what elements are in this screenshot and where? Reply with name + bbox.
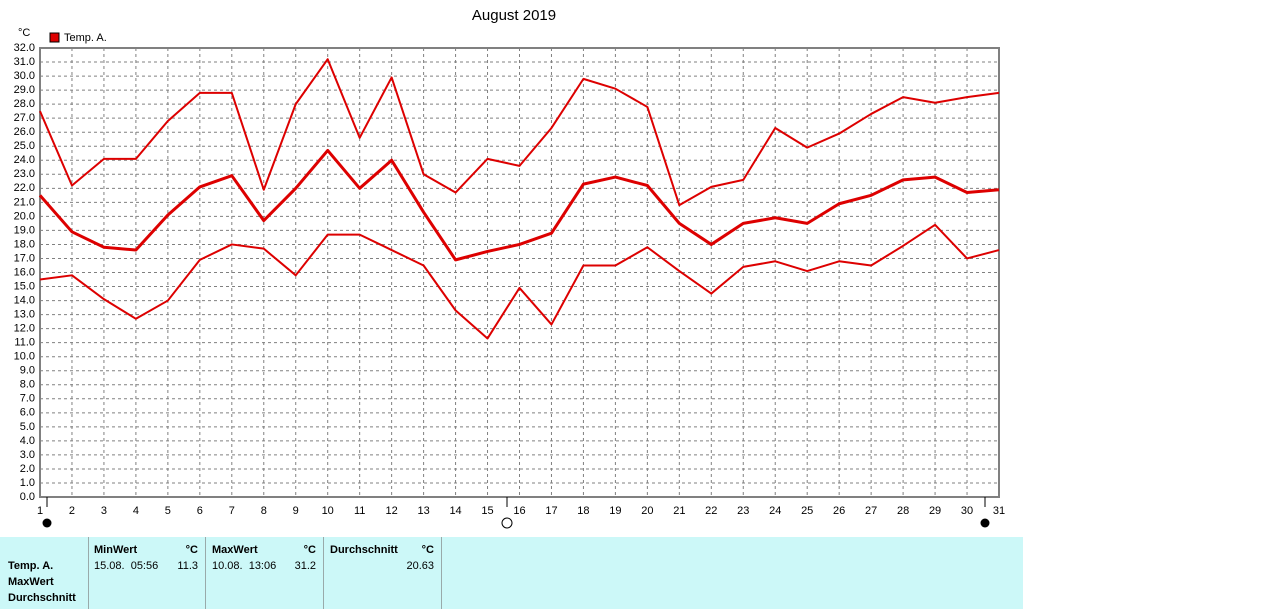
legend-label: Temp. A. xyxy=(64,32,107,44)
column-header: MinWert xyxy=(94,544,138,556)
x-tick-label: 26 xyxy=(833,505,845,517)
x-tick-label: 5 xyxy=(165,505,171,517)
summary-table: Temp. A. MaxWert Durchschnitt MinWert °C… xyxy=(0,537,1023,609)
y-unit: °C xyxy=(18,27,30,39)
y-tick-label: 6.0 xyxy=(20,407,35,419)
y-tick-label: 19.0 xyxy=(14,224,35,236)
y-tick-label: 22.0 xyxy=(14,182,35,194)
x-tick-label: 25 xyxy=(801,505,813,517)
x-tick-label: 14 xyxy=(449,505,461,517)
moon-icon xyxy=(980,518,990,528)
y-tick-label: 3.0 xyxy=(20,449,35,461)
x-tick-label: 17 xyxy=(545,505,557,517)
y-tick-label: 31.0 xyxy=(14,56,35,68)
cell-value: 20.63 xyxy=(406,560,434,572)
y-tick-label: 27.0 xyxy=(14,112,35,124)
x-tick-label: 30 xyxy=(961,505,973,517)
x-tick-label: 29 xyxy=(929,505,941,517)
x-tick-label: 8 xyxy=(261,505,267,517)
y-tick-label: 4.0 xyxy=(20,435,35,447)
x-tick-label: 22 xyxy=(705,505,717,517)
x-tick-label: 16 xyxy=(513,505,525,517)
row-label: MaxWert xyxy=(8,576,54,588)
y-tick-label: 30.0 xyxy=(14,70,35,82)
y-tick-label: 14.0 xyxy=(14,294,35,306)
column-unit: °C xyxy=(303,544,316,556)
y-tick-label: 9.0 xyxy=(20,365,35,377)
y-tick-label: 8.0 xyxy=(20,379,35,391)
y-tick-label: 25.0 xyxy=(14,140,35,152)
y-tick-label: 7.0 xyxy=(20,393,35,405)
x-tick-label: 18 xyxy=(577,505,589,517)
y-tick-label: 15.0 xyxy=(14,280,35,292)
y-tick-label: 16.0 xyxy=(14,266,35,278)
y-tick-label: 13.0 xyxy=(14,309,35,321)
cell-value: 31.2 xyxy=(294,560,316,572)
x-tick-label: 2 xyxy=(69,505,75,517)
x-tick-label: 27 xyxy=(865,505,877,517)
y-tick-label: 5.0 xyxy=(20,421,35,433)
y-tick-label: 0.0 xyxy=(20,491,35,503)
plot-frame xyxy=(39,47,1000,498)
x-tick-label: 23 xyxy=(737,505,749,517)
series-line xyxy=(39,223,1000,340)
cell-time: 10.08. 13:06 xyxy=(212,560,277,572)
chart: August 2019 °C Temp. A. 0.0 1.0 2.0 3.0 4.0 5… xyxy=(14,7,1005,529)
avg-column: Durchschnitt °C 20.63 xyxy=(324,537,442,609)
y-tick-label: 18.0 xyxy=(14,238,35,250)
moon-icon xyxy=(501,517,513,529)
y-tick-label: 28.0 xyxy=(14,98,35,110)
series-line xyxy=(38,148,1000,262)
y-tick-label: 26.0 xyxy=(14,126,35,138)
y-tick-label: 24.0 xyxy=(14,154,35,166)
y-tick-label: 29.0 xyxy=(14,84,35,96)
x-tick-label: 7 xyxy=(229,505,235,517)
x-tick-label: 6 xyxy=(197,505,203,517)
x-tick-label: 19 xyxy=(609,505,621,517)
x-tick-label: 12 xyxy=(386,505,398,517)
x-tick-label: 13 xyxy=(417,505,429,517)
cell-value: 11.3 xyxy=(177,560,198,572)
x-tick-label: 3 xyxy=(101,505,107,517)
y-tick-label: 11.0 xyxy=(14,337,35,349)
x-tick-label: 9 xyxy=(293,505,299,517)
row-label: Durchschnitt xyxy=(8,592,76,604)
x-tick-label: 21 xyxy=(673,505,685,517)
max-column: MaxWert °C 10.08. 13:06 31.2 xyxy=(206,537,324,609)
y-tick-label: 2.0 xyxy=(20,463,35,475)
series-line xyxy=(39,58,1000,207)
column-header: Durchschnitt xyxy=(330,544,398,556)
x-tick-label: 15 xyxy=(481,505,493,517)
min-column: MinWert °C 15.08. 05:56 11.3 xyxy=(89,537,206,609)
x-tick-label: 4 xyxy=(133,505,139,517)
y-tick-label: 17.0 xyxy=(14,252,35,264)
y-tick-label: 12.0 xyxy=(14,323,35,335)
x-tick-label: 20 xyxy=(641,505,653,517)
column-unit: °C xyxy=(421,544,434,556)
moon-icon xyxy=(42,518,52,528)
column-header: MaxWert xyxy=(212,544,258,556)
x-tick-label: 24 xyxy=(769,505,781,517)
x-tick-label: 28 xyxy=(897,505,909,517)
y-tick-label: 20.0 xyxy=(14,210,35,222)
chart-title: August 2019 xyxy=(472,7,556,24)
y-tick-label: 32.0 xyxy=(14,42,35,54)
cell-time: 15.08. 05:56 xyxy=(94,560,159,572)
y-tick-label: 23.0 xyxy=(14,168,35,180)
x-tick-label: 11 xyxy=(354,505,365,517)
x-tick-label: 10 xyxy=(322,505,334,517)
x-tick-label: 31 xyxy=(993,505,1005,517)
y-tick-label: 1.0 xyxy=(20,477,35,489)
legend-swatch xyxy=(49,32,60,43)
y-tick-label: 10.0 xyxy=(14,351,35,363)
row-label: Temp. A. xyxy=(8,560,54,572)
y-tick-label: 21.0 xyxy=(14,196,35,208)
row-labels: Temp. A. MaxWert Durchschnitt xyxy=(0,537,89,609)
x-tick-label: 1 xyxy=(37,505,43,517)
column-unit: °C xyxy=(185,544,198,556)
